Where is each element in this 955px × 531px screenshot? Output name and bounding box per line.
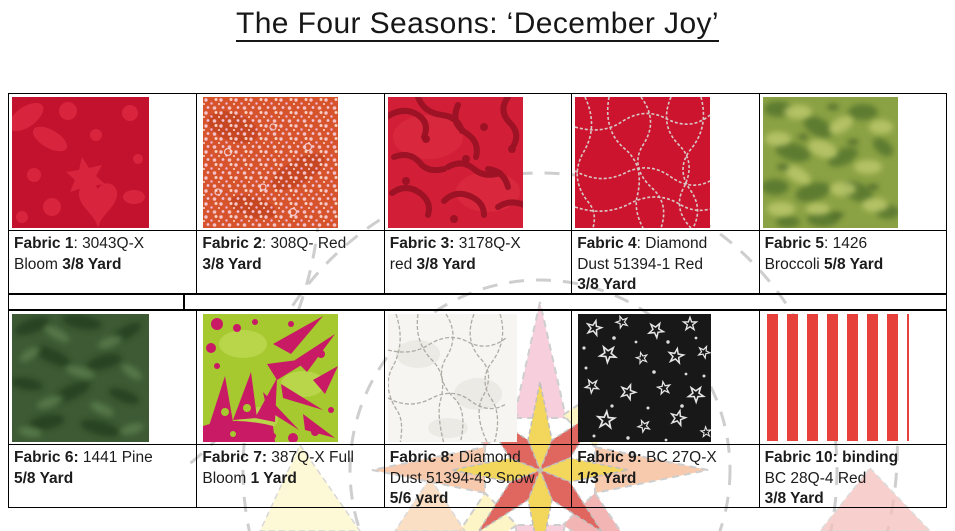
fabric-8-label-cell: Fabric 8: Diamond Dust 51394-43 Snow 5/6 y… [383, 445, 571, 507]
fabric-table-top: Fabric 1: 3043Q-X Bloom 3/8 Yard Fabric 2… [8, 93, 947, 294]
fabric-3-swatch-image [387, 97, 523, 228]
fabric-5-swatch-image [762, 97, 898, 228]
fabric-6-label-text: Fabric 6: 1441 Pine 5/8 Yard [14, 449, 153, 487]
fabric-4-label-text: Fabric 4: Diamond Dust 51394-1 Red 3/8 Yar… [577, 235, 708, 293]
fabric-6-swatch-image [12, 314, 149, 442]
fabric-1-swatch-image [12, 97, 149, 228]
fabric-9-label-text: Fabric 9: BC 27Q-X 1/3 Yard [577, 449, 717, 487]
fabric-6-image-cell [9, 311, 196, 444]
fabric-4-label-cell: Fabric 4: Diamond Dust 51394-1 Red 3/8 Yar… [571, 231, 758, 293]
fabric-1-label-text: Fabric 1: 3043Q-X Bloom 3/8 Yard [14, 235, 145, 273]
fabric-5-image-cell [758, 94, 946, 230]
fabric-7-swatch-image [203, 314, 339, 442]
fabric-10-image-cell [758, 311, 946, 444]
fabric-3-label-cell: Fabric 3: 3178Q-X red 3/8 Yard [383, 231, 571, 293]
fabric-10-label-cell: Fabric 10: binding BC 28Q-4 Red 3/8 Yard [758, 445, 946, 507]
spacer-cell-divider [183, 295, 185, 309]
fabric-1-image-cell [9, 94, 196, 230]
fabric-2-swatch-image [203, 97, 339, 228]
fabric-2-label-cell: Fabric 2: 308Q- Red 3/8 Yard [196, 231, 383, 293]
swatch-row-bottom [9, 311, 946, 444]
table-spacer-row [8, 294, 947, 310]
fabric-2-image-cell [196, 94, 383, 230]
fabric-9-image-cell [571, 311, 758, 444]
fabric-10-label-text: Fabric 10: binding BC 28Q-4 Red 3/8 Yard [764, 449, 899, 507]
fabric-7-image-cell [196, 311, 383, 444]
fabric-8-label-text: Fabric 8: Diamond Dust 51394-43 Snow 5/6 y… [389, 449, 535, 507]
fabric-2-label-text: Fabric 2: 308Q- Red 3/8 Yard [202, 235, 347, 273]
fabric-1-label-cell: Fabric 1: 3043Q-X Bloom 3/8 Yard [9, 231, 196, 293]
fabric-10-swatch-image [766, 314, 909, 441]
fabric-7-label-text: Fabric 7: 387Q-X Full Bloom 1 Yard [202, 449, 355, 487]
fabric-table-bottom: Fabric 6: 1441 Pine 5/8 Yard Fabric 7: 38… [8, 310, 947, 508]
fabric-5-label-text: Fabric 5: 1426 Broccoli 5/8 Yard [764, 235, 884, 273]
fabric-8-image-cell [383, 311, 571, 444]
fabric-3-label-text: Fabric 3: 3178Q-X red 3/8 Yard [389, 235, 521, 273]
fabric-8-swatch-image [387, 314, 517, 442]
label-row-bottom: Fabric 6: 1441 Pine 5/8 Yard Fabric 7: 38… [9, 444, 946, 507]
fabric-6-label-cell: Fabric 6: 1441 Pine 5/8 Yard [9, 445, 196, 507]
fabric-9-swatch-image [578, 314, 712, 442]
fabric-4-image-cell [571, 94, 758, 230]
swatch-row-top [9, 94, 946, 230]
fabric-9-label-cell: Fabric 9: BC 27Q-X 1/3 Yard [571, 445, 758, 507]
fabric-5-label-cell: Fabric 5: 1426 Broccoli 5/8 Yard [758, 231, 946, 293]
page-title: The Four Seasons: ‘December Joy’ [236, 7, 719, 40]
label-row-top: Fabric 1: 3043Q-X Bloom 3/8 Yard Fabric 2… [9, 230, 946, 293]
fabric-3-image-cell [383, 94, 571, 230]
fabric-4-swatch-image [575, 97, 711, 228]
fabric-7-label-cell: Fabric 7: 387Q-X Full Bloom 1 Yard [196, 445, 383, 507]
